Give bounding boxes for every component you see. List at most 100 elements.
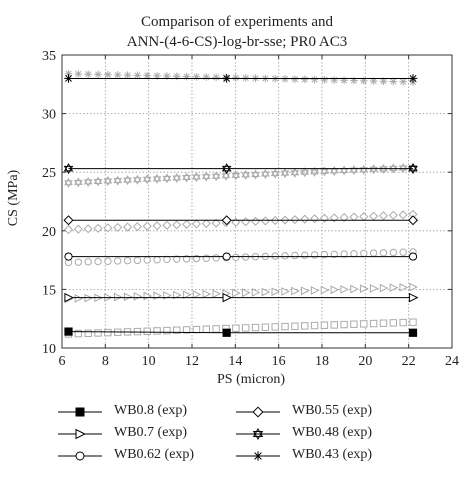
prediction-point <box>389 248 398 257</box>
prediction-point <box>378 211 389 221</box>
prediction-point <box>340 285 350 294</box>
chart-legend: WB0.8 (exp) WB0.7 (exp) WB0.62 (exp) WB0… <box>0 394 474 477</box>
prediction-point <box>250 216 261 226</box>
prediction-point <box>388 163 398 174</box>
chart-title-line-1: Comparison of experiments and <box>140 14 334 30</box>
prediction-point <box>281 322 289 331</box>
prediction-point <box>182 172 191 183</box>
prediction-point <box>291 75 299 83</box>
prediction-point <box>192 172 201 183</box>
prediction-point <box>172 72 181 81</box>
legend-symbol <box>252 427 264 441</box>
data-point <box>222 252 231 261</box>
plot-frame <box>61 54 453 349</box>
legend-symbol <box>253 451 263 461</box>
legend-symbol <box>75 451 85 461</box>
prediction-point <box>173 290 182 300</box>
legend-marker-circle <box>58 451 102 461</box>
prediction-point <box>281 287 291 296</box>
prediction-point <box>192 290 202 299</box>
prediction-point <box>93 223 103 233</box>
prediction-point <box>133 256 142 265</box>
prediction-point <box>133 174 142 185</box>
prediction-point <box>202 254 211 262</box>
x-tick-label: 22 <box>402 354 416 369</box>
prediction-point <box>221 170 231 181</box>
prediction-point <box>153 291 163 301</box>
prediction-point <box>152 221 162 231</box>
experiment-series <box>64 327 418 337</box>
experiment-series <box>64 292 419 303</box>
prediction-point <box>83 176 93 187</box>
prediction-point <box>369 284 379 293</box>
data-point <box>63 215 74 226</box>
prediction-point <box>232 253 240 262</box>
prediction-point <box>399 77 407 86</box>
prediction-point <box>399 318 407 327</box>
prediction-point <box>192 325 201 334</box>
x-tick-label: 6 <box>59 354 66 369</box>
prediction-point <box>241 169 251 180</box>
prediction-point <box>74 294 84 303</box>
y-tick-label: 10 <box>42 342 56 357</box>
prediction-point <box>114 292 123 302</box>
prediction-point <box>330 321 338 329</box>
prediction-point <box>379 283 389 293</box>
prediction-point <box>104 328 112 337</box>
prediction-point <box>261 323 270 331</box>
prediction-point <box>74 258 83 266</box>
prediction-point <box>113 71 122 79</box>
prediction-point <box>182 72 191 81</box>
prediction-point <box>113 175 123 186</box>
prediction-point <box>389 283 399 293</box>
x-axis-label: PS (micron) <box>217 372 286 387</box>
x-tick-label: 12 <box>185 354 199 369</box>
prediction-point <box>74 70 83 78</box>
prediction-point <box>191 219 202 229</box>
prediction-point <box>379 319 388 327</box>
prediction-point <box>369 211 379 221</box>
y-tick-label: 20 <box>42 225 56 240</box>
prediction-point <box>350 76 358 85</box>
y-tick-label: 25 <box>42 166 56 181</box>
prediction-point <box>182 290 192 300</box>
prediction-point <box>231 217 241 227</box>
prediction-point <box>310 166 319 177</box>
prediction-point <box>153 327 161 335</box>
prediction-point <box>290 215 300 225</box>
x-tick-label: 10 <box>142 354 156 369</box>
prediction-point <box>173 326 181 334</box>
prediction-point <box>241 217 251 227</box>
prediction-point <box>369 249 378 257</box>
prediction-point <box>123 222 133 232</box>
prediction-point <box>202 325 211 333</box>
prediction-point <box>359 212 369 222</box>
y-tick-label: 35 <box>42 49 56 64</box>
prediction-point <box>300 214 310 224</box>
prediction-point <box>84 329 92 337</box>
prediction-point <box>350 284 359 294</box>
data-point <box>408 74 418 83</box>
data-point <box>64 292 74 303</box>
prediction-point <box>261 287 271 297</box>
prediction-point <box>182 326 191 334</box>
prediction-point <box>123 292 133 302</box>
prediction-point <box>113 222 123 232</box>
prediction-point <box>162 220 172 230</box>
prediction-point <box>280 168 290 179</box>
prediction-point <box>330 285 340 295</box>
prediction-point <box>212 254 220 262</box>
prediction-series <box>64 282 418 304</box>
experiment-series <box>63 163 418 175</box>
prediction-point <box>310 321 319 330</box>
legend-symbol <box>75 407 85 417</box>
prediction-point <box>132 222 142 232</box>
prediction-point <box>94 257 102 266</box>
data-point <box>408 252 418 261</box>
data-point <box>408 328 418 337</box>
experiment-series <box>64 252 418 261</box>
prediction-point <box>260 216 270 226</box>
prediction-point <box>142 221 152 231</box>
prediction-point <box>133 292 143 301</box>
prediction-point <box>320 285 330 295</box>
